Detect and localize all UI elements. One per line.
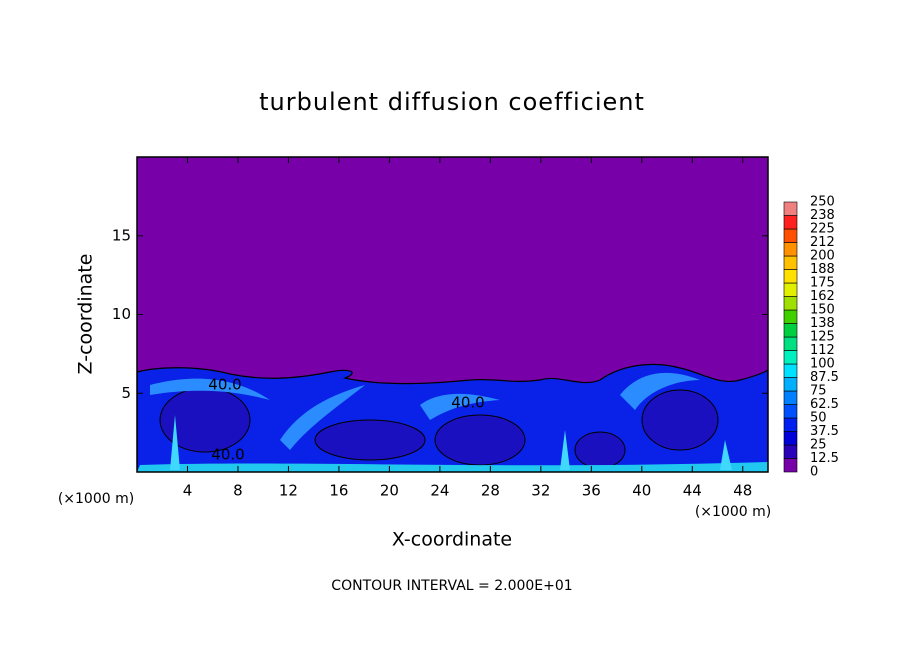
colorbar-label: 125 [810, 330, 835, 345]
colorbar-label: 212 [810, 235, 835, 250]
eddy [314, 419, 426, 461]
x-tick-label: 12 [279, 482, 298, 500]
colorbar-bin [783, 255, 798, 270]
colorbar-label: 138 [810, 316, 835, 331]
x-tick-label: 36 [582, 482, 601, 500]
y-axis-label: Z-coordinate [75, 254, 97, 375]
contour-label: 40.0 [451, 394, 484, 412]
x-tick-label: 32 [531, 482, 550, 500]
colorbar-label: 162 [810, 289, 835, 304]
colorbar-bin [783, 296, 798, 311]
colorbar-label: 50 [810, 411, 827, 426]
colorbar-bin [783, 417, 798, 432]
colorbar-label: 150 [810, 303, 835, 318]
colorbar-label: 188 [810, 262, 835, 277]
chart-title: turbulent diffusion coefficient [259, 88, 645, 116]
colorbar-label: 175 [810, 276, 835, 291]
swirl [420, 393, 500, 420]
colorbar-label: 0 [810, 465, 818, 480]
footer: CONTOUR INTERVAL = 2.000E+01 [331, 578, 572, 594]
colorbar-bin [783, 458, 798, 473]
x-tick-label: 44 [683, 482, 702, 500]
colorbar-bin [783, 404, 798, 419]
colorbar-bin [783, 377, 798, 392]
colorbar-label: 250 [810, 195, 835, 210]
swirl [280, 385, 365, 450]
colorbar-label: 25 [810, 438, 827, 453]
colorbar-label: 200 [810, 249, 835, 264]
colorbar-label: 238 [810, 208, 835, 223]
x-tick-label: 16 [329, 482, 348, 500]
colorbar-label: 87.5 [810, 370, 839, 385]
colorbar-bin [783, 215, 798, 230]
colorbar-bin [783, 444, 798, 459]
colorbar-bin [783, 242, 798, 257]
colorbar-bin [783, 390, 798, 405]
x-tick-label: 24 [430, 482, 449, 500]
x-unit-label: (×1000 m) [58, 491, 134, 507]
swirl [620, 372, 700, 410]
x-tick-label: 8 [233, 482, 243, 500]
colorbar-bin [783, 269, 798, 284]
colorbar-label: 112 [810, 343, 835, 358]
x-tick-label: 4 [183, 482, 193, 500]
x-tick-label: 48 [733, 482, 752, 500]
contour-label: 40.0 [208, 376, 241, 394]
colorbar-bin [783, 228, 798, 243]
contour-label: 40.0 [211, 446, 244, 464]
y-tick-label: 5 [121, 384, 131, 402]
eddy [574, 431, 626, 469]
colorbar-label: 12.5 [810, 451, 839, 466]
colorbar-label: 100 [810, 357, 835, 372]
colorbar-bin [783, 323, 798, 338]
eddy [641, 389, 719, 451]
colorbar-bin [783, 201, 798, 216]
colorbar-label: 225 [810, 222, 835, 237]
y-tick-label: 15 [112, 226, 131, 244]
colorbar-bin [783, 282, 798, 297]
y-tick-label: 10 [112, 305, 131, 323]
colorbar-bin [783, 336, 798, 351]
x-unit-label: (×1000 m) [695, 504, 771, 520]
colorbar-label: 62.5 [810, 397, 839, 412]
colorbar-label: 75 [810, 384, 827, 399]
colorbar-bin [783, 363, 798, 378]
eddy [434, 414, 526, 466]
x-axis-label: X-coordinate [392, 529, 512, 551]
colorbar-label: 37.5 [810, 424, 839, 439]
field [137, 363, 768, 472]
colorbar-bin [783, 431, 798, 446]
colorbar-bin [783, 350, 798, 365]
x-tick-label: 40 [632, 482, 651, 500]
swirl [150, 378, 270, 400]
x-tick-label: 28 [481, 482, 500, 500]
surface-layer [137, 462, 768, 472]
colorbar-bin [783, 309, 798, 324]
x-tick-label: 20 [380, 482, 399, 500]
